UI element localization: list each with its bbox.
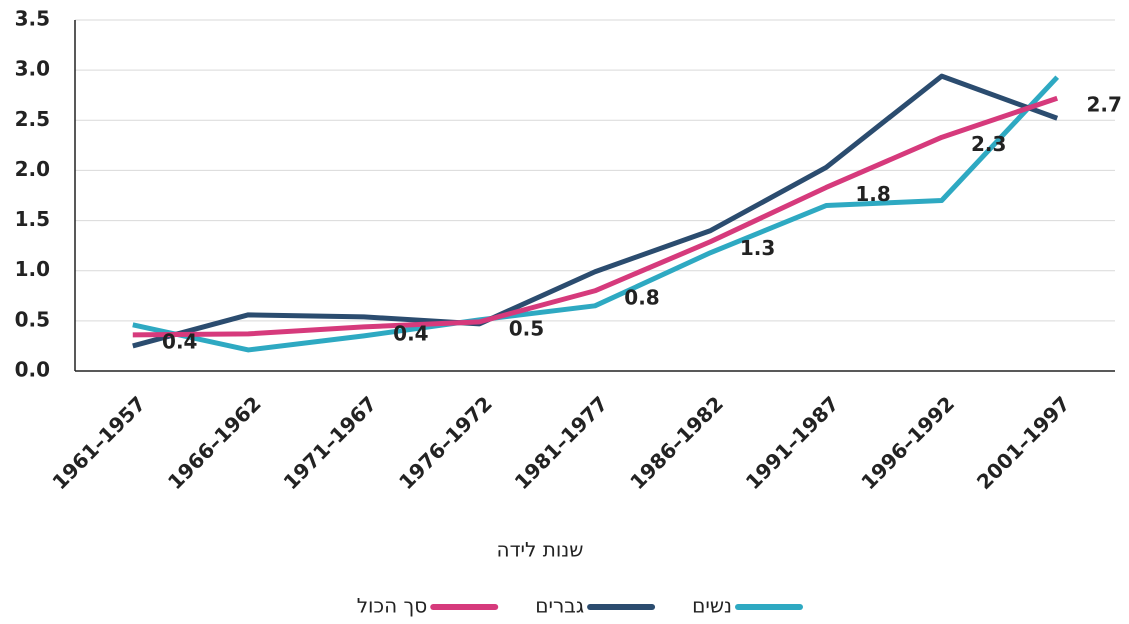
x-tick-label: 1961–1957 (47, 391, 150, 494)
x-tick-label: 1971–1967 (279, 391, 382, 494)
legend-label: נשים (692, 594, 732, 618)
y-tick-label: 3.0 (15, 57, 50, 81)
y-tick-label: 0.0 (15, 358, 50, 382)
legend-label: סך הכול (357, 594, 428, 618)
x-tick-label: 2001–1997 (972, 391, 1075, 494)
x-axis-label: שנות לידה (497, 538, 584, 562)
y-tick-label: 3.5 (15, 7, 50, 31)
series-line (132, 73, 1059, 349)
x-tick-label: 1986–1982 (625, 391, 728, 494)
x-tick-label: 1976–1972 (394, 391, 497, 494)
x-tick-label: 1996–1992 (856, 391, 959, 494)
data-label: 2.7 (1087, 93, 1122, 117)
y-tick-label: 2.5 (15, 107, 50, 131)
y-tick-label: 1.5 (15, 207, 50, 231)
data-label: 1.3 (740, 236, 775, 260)
x-tick-label: 1991–1987 (741, 391, 844, 494)
y-tick-label: 1.0 (15, 257, 50, 281)
data-label: 2.3 (971, 132, 1006, 156)
legend-label: גברים (535, 594, 584, 618)
y-tick-label: 0.5 (15, 307, 50, 331)
series-line (132, 75, 1060, 353)
x-tick-label: 1966–1962 (163, 391, 266, 494)
data-label: 1.8 (855, 182, 890, 206)
data-label: 0.4 (162, 329, 197, 353)
data-label: 0.4 (393, 321, 428, 345)
y-tick-label: 2.0 (15, 157, 50, 181)
data-label: 0.5 (509, 316, 544, 340)
data-label: 0.8 (624, 285, 659, 309)
x-tick-label: 1981–1977 (510, 391, 613, 494)
series-line (132, 95, 1059, 338)
